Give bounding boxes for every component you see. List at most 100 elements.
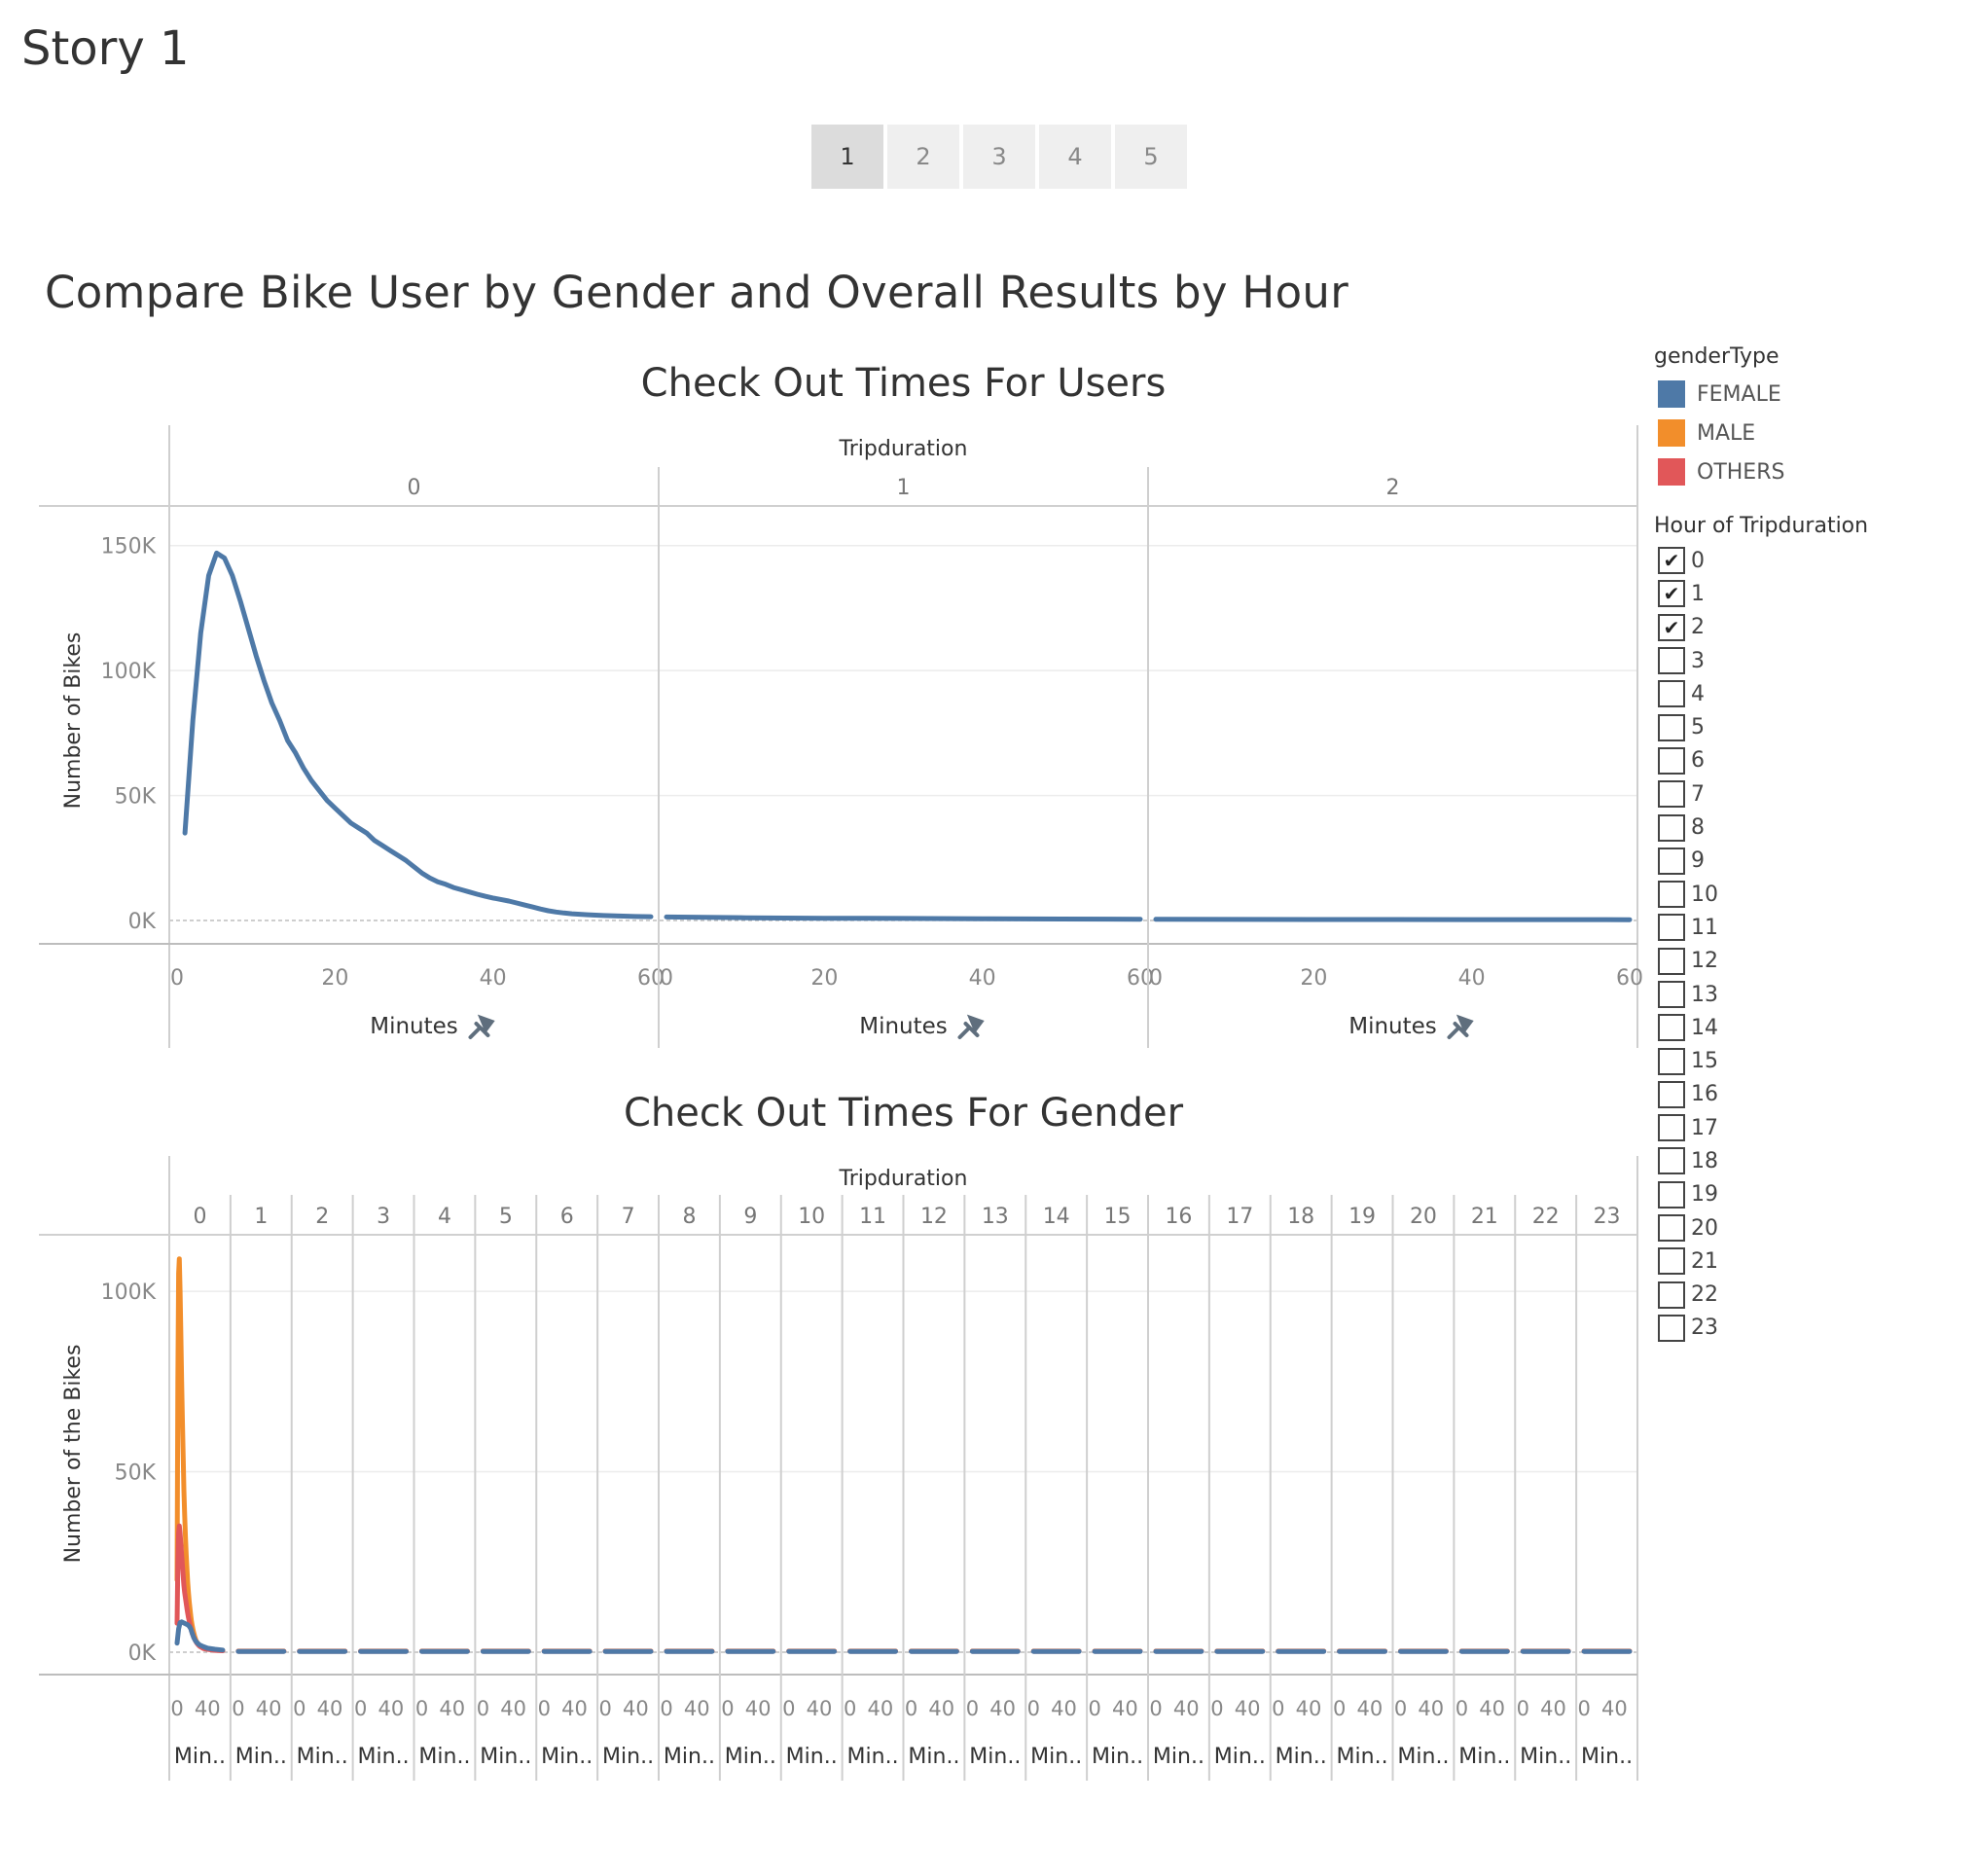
x-tick-label: 0 (1577, 1697, 1590, 1720)
hour-checkbox[interactable]: ✔ (1658, 613, 1685, 641)
hour-filter-option[interactable]: 15 (1654, 1044, 1965, 1077)
hour-filter-title: Hour of Tripduration (1654, 514, 1869, 538)
hour-checkbox[interactable] (1658, 1047, 1685, 1075)
hour-checkbox[interactable] (1658, 780, 1685, 809)
x-tick-label: 20 (810, 966, 838, 991)
hour-filter-option[interactable]: ✔ 1 (1654, 577, 1965, 610)
hour-checkbox[interactable] (1658, 881, 1685, 909)
x-tick-label: 40 (1540, 1697, 1566, 1720)
hour-checkbox[interactable] (1658, 1014, 1685, 1042)
x-tick-label: 0 (1027, 1697, 1040, 1720)
story-point-tab[interactable]: 4 (1039, 125, 1111, 189)
x-tick-label: 40 (989, 1697, 1016, 1720)
story-point-tab[interactable]: 5 (1115, 125, 1187, 189)
hour-checkbox[interactable] (1658, 1180, 1685, 1209)
x-tick-label: 0 (1149, 966, 1163, 991)
legend-item[interactable]: OTHERS (1654, 452, 1965, 491)
hour-filter-option[interactable]: 8 (1654, 811, 1965, 844)
x-axis-label: Minutes (370, 1014, 458, 1039)
x-tick-label: 40 (378, 1697, 405, 1720)
hour-filter-option[interactable]: 3 (1654, 644, 1965, 677)
hour-filter-option[interactable]: 16 (1654, 1078, 1965, 1111)
hour-filter-option[interactable]: 14 (1654, 1011, 1965, 1044)
x-tick-label: 0 (782, 1697, 795, 1720)
legend-label: OTHERS (1697, 459, 1785, 485)
hour-checkbox[interactable] (1658, 1314, 1685, 1342)
column-header: Tripduration (839, 1167, 968, 1191)
checkmark-icon: ✔ (1663, 549, 1680, 573)
x-tick-label: 20 (321, 966, 348, 991)
hour-filter-option[interactable]: 19 (1654, 1178, 1965, 1211)
hour-checkbox[interactable] (1658, 1281, 1685, 1309)
hour-filter-option[interactable]: 5 (1654, 710, 1965, 743)
hour-checkbox[interactable] (1658, 947, 1685, 975)
hour-filter-option[interactable]: 6 (1654, 744, 1965, 777)
x-axis-label: Min.. (1520, 1745, 1571, 1769)
hour-filter-option[interactable]: 9 (1654, 845, 1965, 878)
story-point-tab[interactable]: 3 (963, 125, 1035, 189)
hour-checkbox[interactable] (1658, 914, 1685, 942)
pin-icon (468, 1014, 495, 1039)
hour-filter-option[interactable]: 23 (1654, 1312, 1965, 1345)
hour-filter: Hour of Tripduration ✔ 0 ✔ 1 ✔ 2 3 4 5 6 7 8 9 10 11 12… (1654, 514, 1965, 1345)
x-axis-label: Min.. (602, 1745, 654, 1769)
x-tick-label: 40 (1051, 1697, 1077, 1720)
x-tick-label: 0 (1088, 1697, 1100, 1720)
x-tick-label: 0 (1149, 1697, 1162, 1720)
hour-checkbox[interactable] (1658, 847, 1685, 875)
hour-checkbox[interactable] (1658, 647, 1685, 675)
hour-checkbox[interactable] (1658, 713, 1685, 741)
story-point-tab[interactable]: 1 (811, 125, 883, 189)
hour-checkbox[interactable]: ✔ (1658, 547, 1685, 575)
hour-checkbox[interactable] (1658, 680, 1685, 708)
y-axis-label: Number of the Bikes (61, 1345, 86, 1564)
x-tick-label: 40 (1479, 1697, 1505, 1720)
story-title: Story 1 (21, 21, 190, 76)
legend-item[interactable]: FEMALE (1654, 375, 1965, 414)
hour-checkbox[interactable] (1658, 1247, 1685, 1276)
x-axis-label: Min.. (1397, 1745, 1449, 1769)
x-tick-label: 20 (1300, 966, 1327, 991)
x-axis-label: Min.. (1337, 1745, 1388, 1769)
hour-filter-option[interactable]: 7 (1654, 777, 1965, 811)
panel-header-label: 2 (1386, 476, 1400, 500)
x-tick-label: 0 (415, 1697, 428, 1720)
hour-filter-option[interactable]: 13 (1654, 978, 1965, 1011)
hour-filter-option[interactable]: 11 (1654, 911, 1965, 944)
x-axis-label: Min.. (1276, 1745, 1327, 1769)
panel-header-label: 7 (622, 1205, 635, 1229)
hour-checkbox[interactable] (1658, 1114, 1685, 1142)
hour-filter-option[interactable]: 4 (1654, 677, 1965, 710)
hour-checkbox[interactable] (1658, 1214, 1685, 1243)
checkmark-icon: ✔ (1663, 582, 1680, 606)
hour-filter-option[interactable]: 12 (1654, 945, 1965, 978)
chart-title: Check Out Times For Gender (624, 1091, 1184, 1136)
x-axis-label: Min.. (664, 1745, 715, 1769)
hour-filter-option[interactable]: 20 (1654, 1211, 1965, 1245)
hour-filter-option[interactable]: 21 (1654, 1245, 1965, 1278)
panel-header-label: 16 (1165, 1205, 1192, 1229)
panel-header-label: 2 (315, 1205, 329, 1229)
hour-option-label: 19 (1691, 1182, 1718, 1208)
hour-checkbox[interactable] (1658, 746, 1685, 775)
hour-filter-option[interactable]: ✔ 2 (1654, 611, 1965, 644)
hour-filter-option[interactable]: 10 (1654, 878, 1965, 911)
hour-filter-option[interactable]: 17 (1654, 1111, 1965, 1144)
hour-checkbox[interactable]: ✔ (1658, 580, 1685, 608)
hour-checkbox[interactable] (1658, 981, 1685, 1008)
hour-filter-option[interactable]: ✔ 0 (1654, 544, 1965, 577)
legend-item[interactable]: MALE (1654, 414, 1965, 452)
story-point-tab[interactable]: 2 (887, 125, 959, 189)
hour-checkbox[interactable] (1658, 1147, 1685, 1175)
y-tick-label: 50K (115, 1461, 157, 1486)
hour-filter-option[interactable]: 22 (1654, 1279, 1965, 1312)
hour-filter-option[interactable]: 18 (1654, 1144, 1965, 1177)
x-tick-label: 40 (807, 1697, 833, 1720)
x-tick-label: 40 (969, 966, 996, 991)
x-tick-label: 0 (170, 966, 184, 991)
hour-checkbox[interactable] (1658, 813, 1685, 842)
hour-checkbox[interactable] (1658, 1080, 1685, 1108)
x-tick-label: 40 (561, 1697, 588, 1720)
x-axis-label: Min.. (847, 1745, 899, 1769)
hour-option-label: 18 (1691, 1148, 1718, 1173)
